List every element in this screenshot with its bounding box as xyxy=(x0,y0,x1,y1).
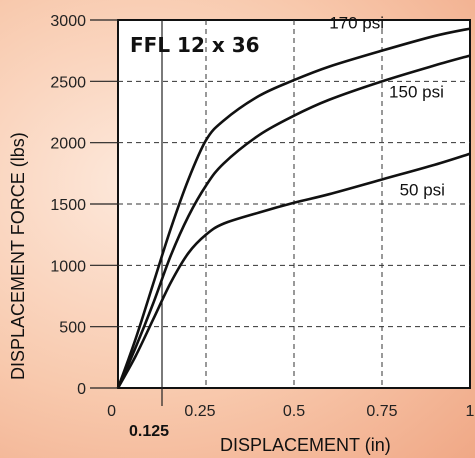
y-tick-label: 2000 xyxy=(50,136,86,153)
series-line-0 xyxy=(116,27,471,389)
y-tick-label: 3000 xyxy=(50,13,86,30)
x-tick-label: 0.75 xyxy=(366,403,397,420)
series-label: 50 psi xyxy=(400,180,445,199)
x-tick-label: 0.5 xyxy=(283,403,305,420)
series-label: 170 psi xyxy=(329,14,384,33)
y-tick-label: 2500 xyxy=(50,74,86,91)
x-axis-label: DISPLACEMENT (in) xyxy=(220,435,391,455)
chart-title: FFL 12 x 36 xyxy=(130,33,260,57)
y-axis-label: DISPLACEMENT FORCE (lbs) xyxy=(8,132,28,380)
y-tick-label: 1000 xyxy=(50,258,86,275)
marker-line-label: 0.125 xyxy=(129,423,169,440)
y-tick-label: 500 xyxy=(59,320,86,337)
series-label: 150 psi xyxy=(389,82,444,101)
y-tick-label: 0 xyxy=(77,381,86,398)
series-line-2 xyxy=(116,152,471,389)
y-tick-label: 1500 xyxy=(50,197,86,214)
x-tick-label: 0.25 xyxy=(184,403,215,420)
series-line-1 xyxy=(116,54,471,389)
x-tick-label: 0 xyxy=(107,403,116,420)
x-tick-label: 1 xyxy=(466,403,475,420)
